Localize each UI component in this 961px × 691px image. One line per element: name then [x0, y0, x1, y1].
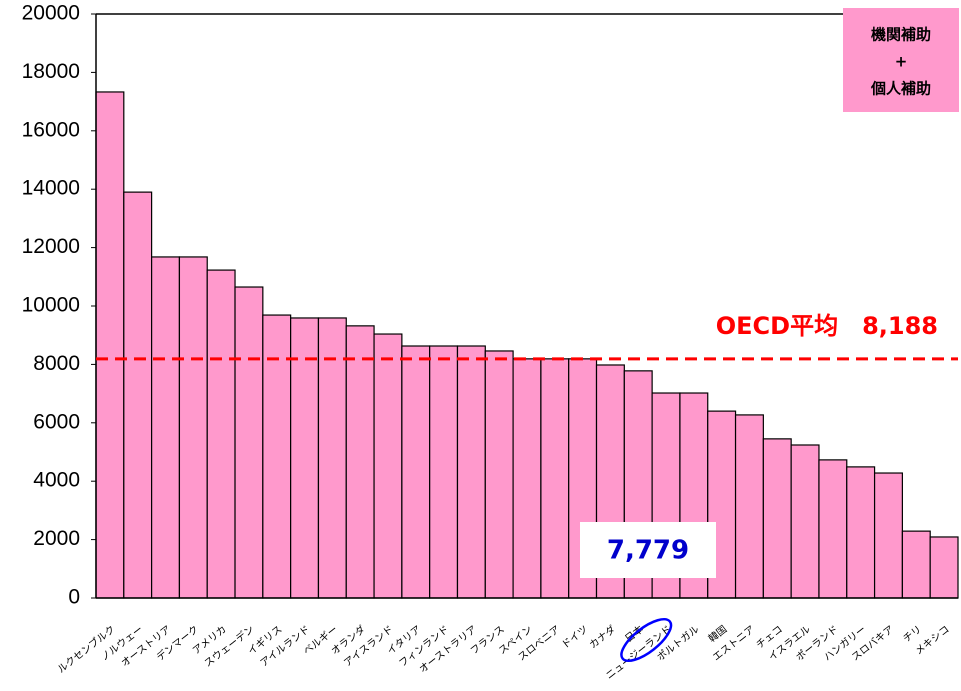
bar — [734, 414, 764, 599]
bar — [95, 91, 125, 599]
y-tick-label: 18000 — [22, 60, 80, 83]
legend-box — [843, 8, 959, 112]
bar — [846, 466, 876, 599]
y-tick-label: 16000 — [22, 118, 80, 141]
bar — [345, 325, 375, 599]
y-tick-label: 0 — [68, 586, 80, 609]
bar — [484, 350, 514, 599]
bar — [429, 345, 459, 599]
legend-text: 個人補助 — [870, 80, 931, 98]
y-tick-label: 14000 — [22, 177, 80, 200]
bar — [123, 191, 153, 599]
highlight — [620, 618, 673, 662]
x-tick-label: カナダ — [586, 622, 618, 651]
bar — [234, 286, 264, 599]
bar — [317, 317, 347, 599]
y-tick-label: 12000 — [22, 235, 80, 258]
y-tick-label: 4000 — [33, 469, 80, 492]
legend-text: + — [895, 53, 908, 71]
bar — [290, 317, 320, 599]
y-tick-label: 6000 — [33, 410, 80, 433]
bar — [929, 536, 959, 599]
bar — [373, 333, 403, 599]
y-tick-label: 10000 — [22, 294, 80, 317]
legend-text: 機関補助 — [871, 26, 931, 44]
bar — [456, 345, 486, 599]
y-tick-label: 8000 — [33, 352, 80, 375]
bar — [151, 256, 181, 599]
x-tick-label: ドイツ — [560, 624, 590, 651]
bar — [178, 256, 208, 599]
bar — [901, 530, 931, 599]
x-tick-label: チリ — [901, 623, 924, 645]
bar — [873, 472, 903, 599]
y-tick-label: 20000 — [22, 2, 80, 25]
value-label: 7,779 — [607, 536, 689, 566]
bar — [540, 358, 570, 599]
bar — [818, 459, 848, 599]
bar — [401, 345, 431, 599]
x-tick-label: 韓国 — [706, 623, 729, 645]
bar — [512, 358, 542, 599]
bar — [762, 438, 792, 599]
reference-label: OECD平均 8,188 — [716, 312, 938, 340]
value-label-box — [580, 522, 716, 578]
bar — [790, 444, 820, 599]
bar — [206, 269, 236, 599]
y-tick-label: 2000 — [33, 527, 80, 550]
